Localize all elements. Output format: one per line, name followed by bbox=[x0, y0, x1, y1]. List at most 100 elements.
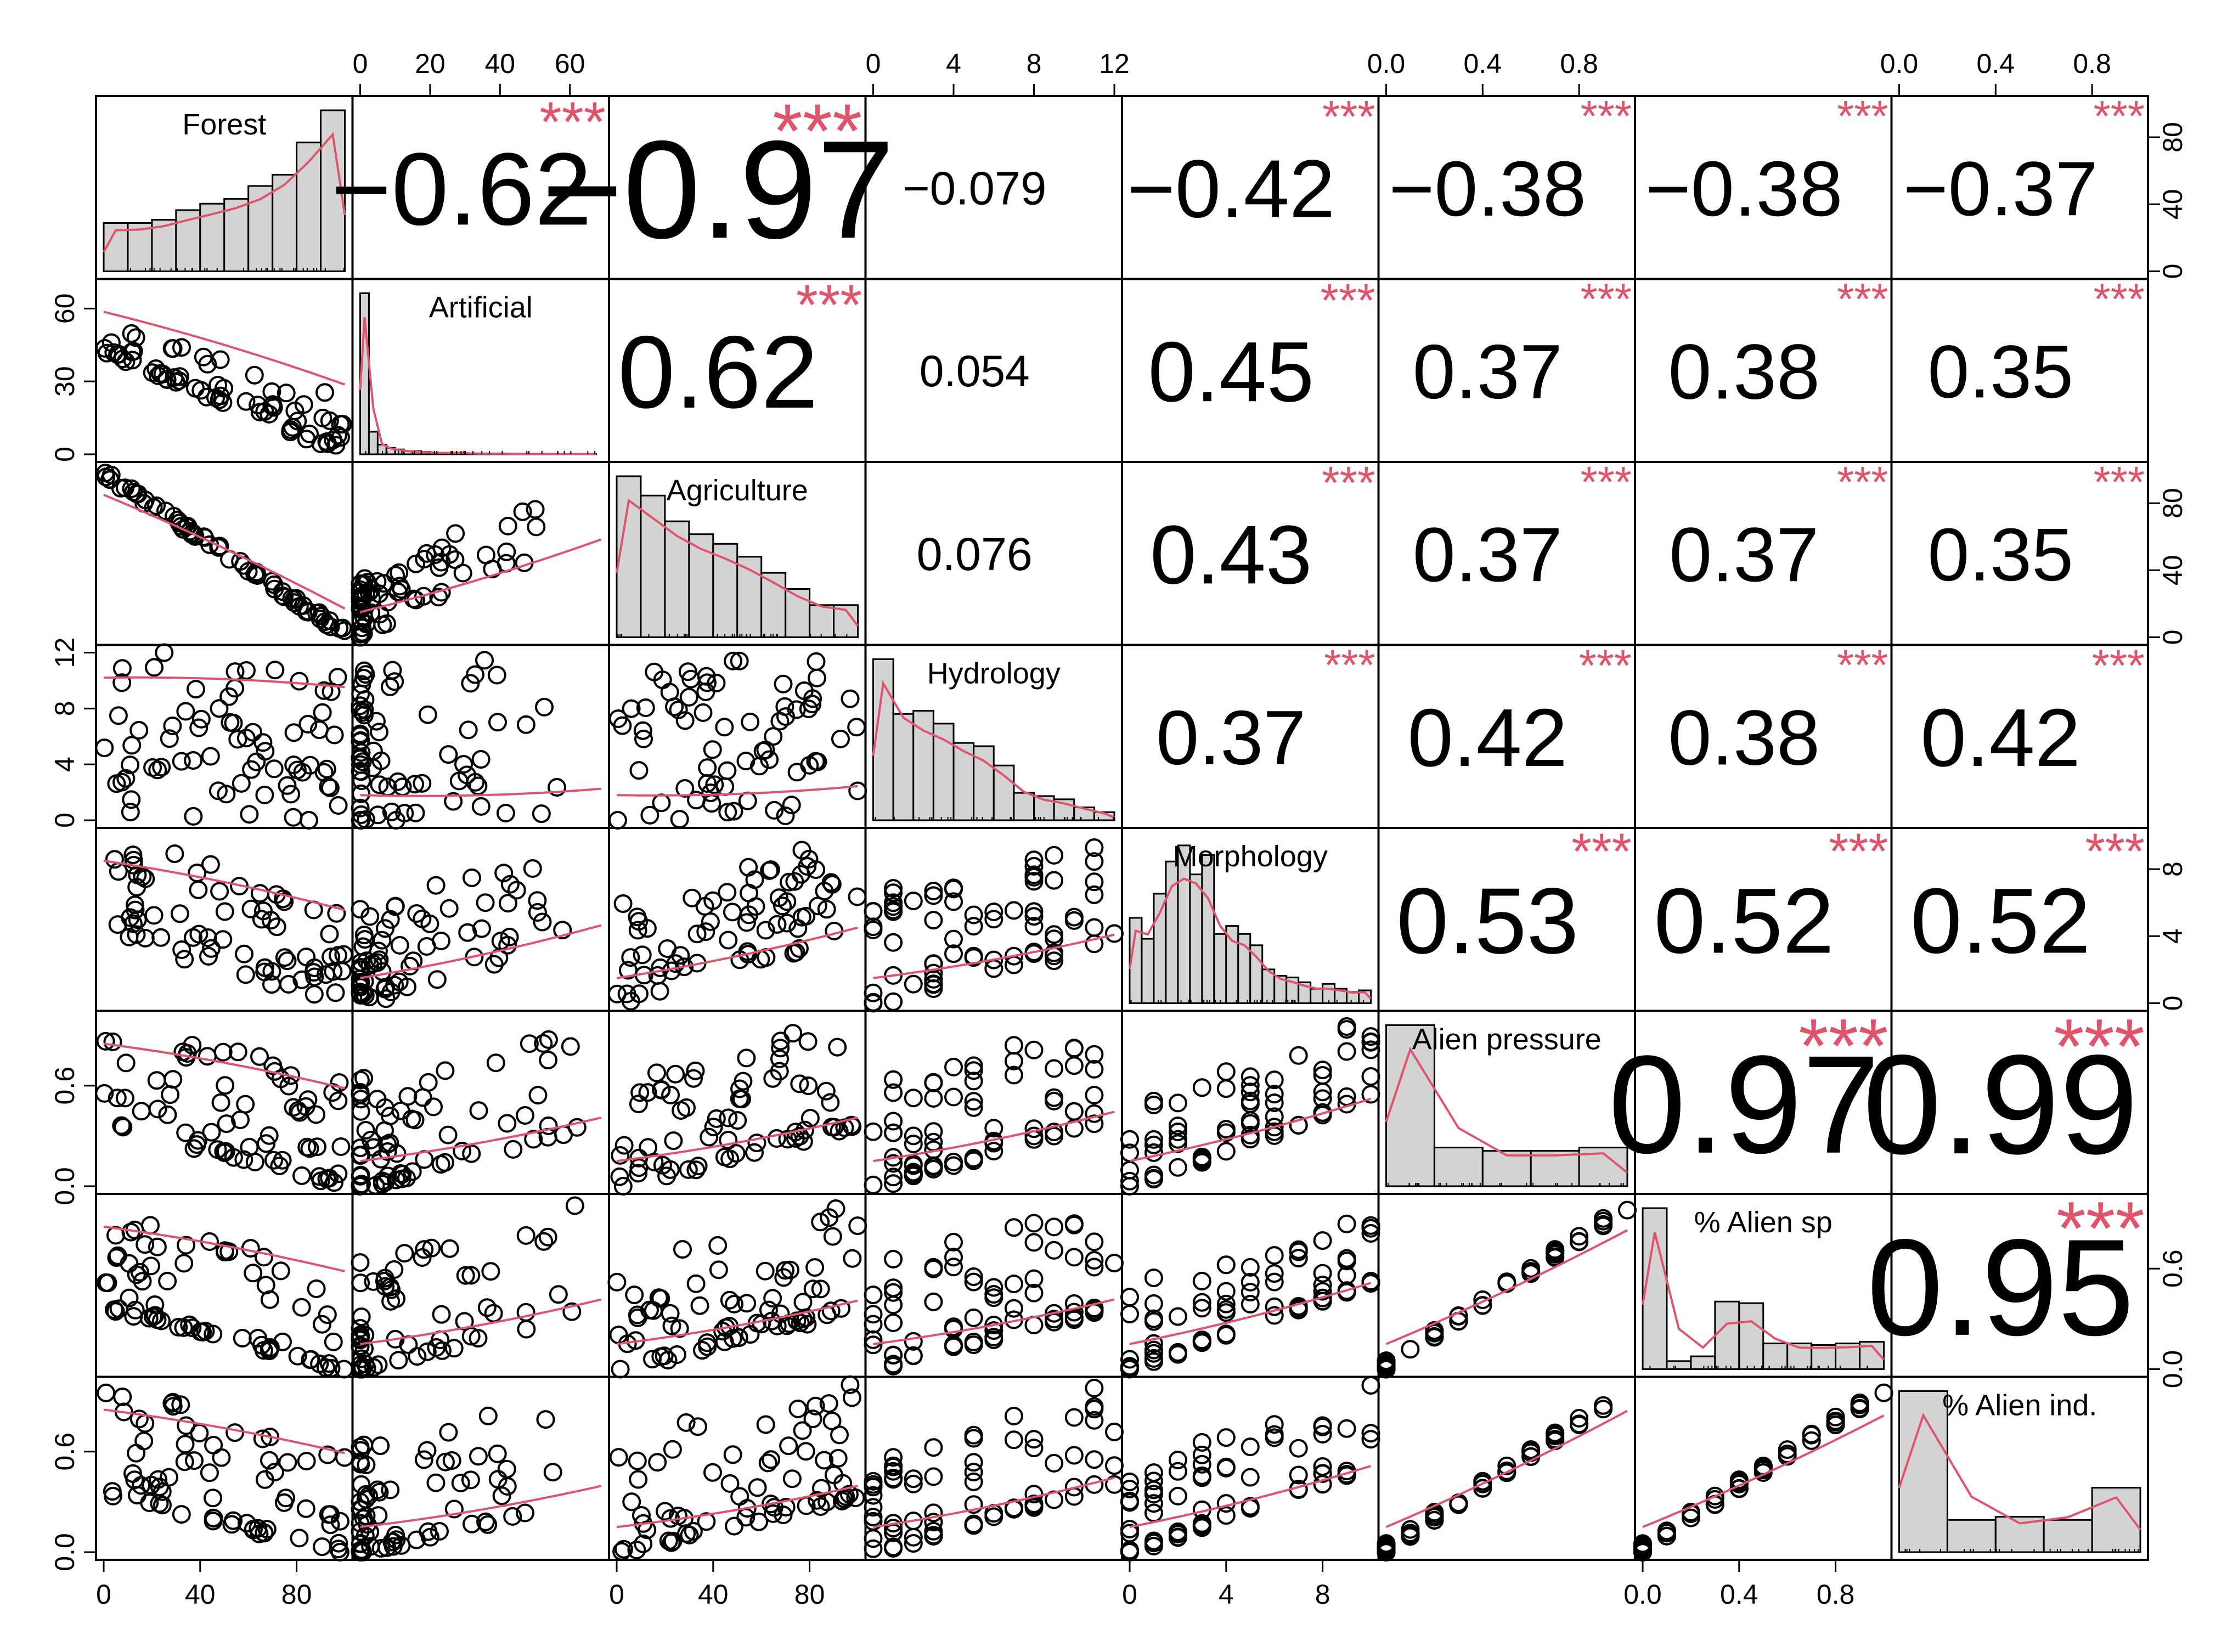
scatter-point bbox=[964, 917, 983, 936]
tick-label-right-forest: 80 bbox=[2157, 122, 2188, 153]
scatter-point bbox=[831, 729, 850, 748]
scatter-point bbox=[260, 1290, 279, 1309]
scatter-point bbox=[496, 804, 515, 822]
variable-label-morphology: Morphology bbox=[1173, 840, 1328, 873]
scatter-point bbox=[216, 1076, 235, 1095]
scatter-point bbox=[254, 1341, 273, 1360]
scatter-point bbox=[320, 924, 339, 944]
tick-label-top-hydrology: 12 bbox=[1099, 48, 1130, 79]
smooth-line bbox=[873, 1476, 1115, 1529]
scatter-point bbox=[256, 742, 275, 761]
scatter-point bbox=[815, 1451, 834, 1470]
scatter-point bbox=[1241, 1437, 1260, 1457]
scatter-point bbox=[352, 771, 371, 790]
scatter-point bbox=[1216, 1506, 1236, 1525]
scatter-point bbox=[633, 721, 652, 740]
scatter-point bbox=[884, 1123, 903, 1142]
scatter-point bbox=[126, 328, 145, 347]
scatter-point bbox=[864, 1486, 883, 1505]
scatter-point bbox=[461, 1470, 480, 1490]
scatter-point bbox=[565, 1196, 584, 1215]
scatter-point bbox=[413, 1248, 432, 1267]
scatter-point bbox=[1633, 1536, 1652, 1555]
scatter-point bbox=[1105, 1254, 1124, 1273]
scatter-point bbox=[314, 681, 334, 700]
scatter-point bbox=[126, 895, 144, 915]
scatter-point bbox=[1144, 1169, 1163, 1188]
scatter-point bbox=[718, 803, 737, 822]
scatter-point bbox=[283, 418, 302, 437]
scatter-point bbox=[1241, 1497, 1260, 1516]
scatter-point bbox=[984, 1278, 1003, 1297]
significance-stars-hydrology-alien-pressure: *** bbox=[1579, 640, 1632, 691]
tick-label-right-agriculture: 40 bbox=[2157, 555, 2188, 585]
scatter-point bbox=[234, 1150, 253, 1169]
scatter-point bbox=[459, 720, 478, 740]
scatter-point bbox=[1024, 1439, 1044, 1458]
scatter-point bbox=[322, 948, 341, 967]
scatter-point bbox=[197, 387, 216, 407]
scatter-point bbox=[96, 1273, 115, 1292]
scatter-point bbox=[1168, 1307, 1187, 1326]
tick-label-bottom-morphology: 4 bbox=[1219, 1579, 1234, 1610]
scatter-point bbox=[607, 1272, 627, 1292]
scatter-point bbox=[244, 1519, 263, 1538]
scatter-point bbox=[115, 1089, 134, 1108]
scatter-point bbox=[235, 944, 253, 963]
scatter-point bbox=[476, 1512, 495, 1531]
hist-bar-morphology bbox=[1225, 925, 1239, 1004]
scatter-point bbox=[432, 932, 450, 950]
scatter-point bbox=[121, 803, 140, 822]
correlation-value-agriculture-hydrology: 0.076 bbox=[917, 528, 1033, 580]
scatter-point bbox=[172, 752, 191, 771]
hist-bar-pct-alien-sp bbox=[1762, 1343, 1789, 1371]
scatter-point bbox=[944, 944, 963, 963]
scatter-point bbox=[231, 552, 250, 571]
scatter-point bbox=[388, 582, 408, 601]
scatter-point bbox=[279, 975, 298, 994]
scatter-point bbox=[381, 1480, 400, 1499]
scatter-point bbox=[424, 1097, 443, 1117]
scatter-point bbox=[1120, 1357, 1139, 1376]
hist-bar-morphology bbox=[1153, 893, 1167, 1005]
scatter-point bbox=[651, 958, 670, 977]
scatter-point bbox=[228, 1042, 247, 1062]
scatter-point bbox=[774, 674, 793, 693]
hist-bar-pct-alien-ind bbox=[2043, 1519, 2093, 1553]
scatter-point bbox=[1313, 1288, 1332, 1307]
rug-hydrology bbox=[875, 817, 1114, 820]
scatter-point bbox=[262, 962, 281, 981]
scatter-point bbox=[647, 1063, 666, 1082]
scatter-point bbox=[436, 1153, 454, 1172]
tick-label-top-pct-alien-ind: 0.8 bbox=[2073, 48, 2111, 79]
scatter-point bbox=[1064, 1215, 1084, 1234]
scatter-point bbox=[352, 784, 371, 803]
scatter-point bbox=[1874, 1383, 1893, 1402]
tick-label-bottom-pct-alien-sp: 0.0 bbox=[1623, 1579, 1662, 1610]
scatter-point bbox=[1064, 1303, 1084, 1322]
scatter-point bbox=[629, 1158, 649, 1177]
scatter-point bbox=[1120, 1130, 1139, 1149]
scatter-point bbox=[793, 1421, 812, 1440]
scatter-point bbox=[732, 1090, 751, 1109]
scatter-point bbox=[326, 983, 345, 1002]
scatter-point bbox=[798, 1032, 817, 1051]
scatter-point bbox=[390, 563, 409, 582]
scatter-point bbox=[629, 761, 649, 780]
scatter-point bbox=[749, 1512, 769, 1531]
scatter-point bbox=[830, 1425, 849, 1445]
scatter-point bbox=[924, 954, 943, 973]
scatter-point bbox=[386, 811, 405, 830]
hist-bar-agriculture bbox=[809, 604, 835, 639]
scatter-point bbox=[1361, 1027, 1380, 1046]
scatter-point bbox=[618, 961, 638, 980]
scatter-point bbox=[984, 1328, 1003, 1347]
tick-label-right-agriculture: 80 bbox=[2157, 488, 2188, 518]
scatter-point bbox=[520, 1034, 539, 1053]
scatter-point bbox=[351, 588, 370, 607]
scatter-point bbox=[964, 948, 983, 967]
scatter-point bbox=[211, 1093, 230, 1112]
scatter-panel-pct-alien-ind-vs-artificial bbox=[351, 1406, 602, 1561]
scatter-point bbox=[436, 1452, 455, 1471]
scatter-point bbox=[728, 1111, 747, 1130]
